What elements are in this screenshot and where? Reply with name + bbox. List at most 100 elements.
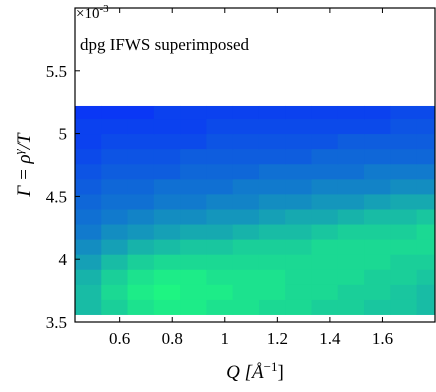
heatmap-cell: [258, 224, 286, 240]
heatmap-cell: [153, 193, 181, 210]
heatmap-cell: [258, 299, 286, 315]
heatmap-cell: [390, 254, 418, 270]
heatmap-cell: [232, 105, 260, 120]
heatmap-cell: [180, 178, 207, 195]
heatmap-cell: [390, 299, 418, 315]
heatmap-cell: [337, 178, 365, 195]
heatmap-cell: [206, 118, 234, 135]
heatmap-cell: [101, 269, 129, 285]
heatmap-cell: [153, 163, 181, 180]
y-exponent: ×10-3: [76, 3, 109, 22]
heatmap-cell: [364, 224, 391, 240]
heatmap-cell: [258, 163, 286, 180]
heatmap-cell: [75, 224, 102, 240]
heatmap-cell: [206, 193, 234, 210]
heatmap-cell: [390, 208, 418, 225]
x-tick-label: 0.6: [109, 329, 130, 348]
heatmap-cell: [101, 208, 129, 225]
heatmap-cell: [258, 118, 286, 135]
heatmap-cell: [180, 193, 207, 210]
x-axis-label: Q [Å−1]: [226, 359, 284, 383]
heatmap-cell: [180, 163, 207, 180]
heatmap-cell: [206, 163, 234, 180]
y-tick-label: 5.5: [46, 62, 67, 81]
heatmap-cell: [232, 133, 260, 150]
heatmap-cell: [75, 284, 102, 300]
heatmap-cell: [180, 239, 207, 255]
heatmap-cell: [311, 193, 339, 210]
heatmap-cell: [285, 299, 312, 315]
heatmap-cell: [127, 178, 155, 195]
heatmap-cell: [180, 269, 207, 285]
y-tick-label: 5: [59, 125, 68, 144]
heatmap-cell: [232, 118, 260, 135]
heatmap-cell: [101, 148, 129, 165]
heatmap-cell: [364, 208, 391, 225]
heatmap-cell: [101, 105, 129, 120]
heatmap-cell: [416, 193, 436, 210]
heatmap-cell: [127, 299, 155, 315]
heatmap-cell: [311, 133, 339, 150]
heatmap-cell: [127, 163, 155, 180]
heatmap-cell: [75, 105, 102, 120]
heatmap-cell: [390, 105, 418, 120]
heatmap-cell: [232, 163, 260, 180]
heatmap-cell: [390, 163, 418, 180]
heatmap-cell: [337, 163, 365, 180]
heatmap-cell: [127, 148, 155, 165]
heatmap-cell: [364, 254, 391, 270]
heatmap-cell: [285, 163, 312, 180]
x-tick-label: 1.4: [319, 329, 341, 348]
heatmap-cell: [390, 239, 418, 255]
heatmap-cell: [416, 284, 436, 300]
heatmap-cell: [390, 269, 418, 285]
heatmap-cell: [337, 239, 365, 255]
y-label-base: Γ = ρ: [14, 154, 35, 197]
heatmap-cell: [337, 208, 365, 225]
heatmap-cell: [337, 148, 365, 165]
heatmap-cell: [285, 284, 312, 300]
heatmap-cell: [311, 208, 339, 225]
heatmap-cell: [153, 208, 181, 225]
heatmap-cell: [153, 239, 181, 255]
heatmap-cell: [390, 224, 418, 240]
heatmap-cell: [232, 254, 260, 270]
heatmap-cell: [416, 133, 436, 150]
heatmap-cell: [101, 299, 129, 315]
heatmap-cell: [180, 208, 207, 225]
heatmap-cell: [258, 148, 286, 165]
heatmap-cell: [258, 269, 286, 285]
heatmap-cell: [258, 239, 286, 255]
heatmap-cell: [258, 208, 286, 225]
heatmap-cell: [101, 193, 129, 210]
heatmap-cell: [285, 133, 312, 150]
heatmap-cell: [390, 178, 418, 195]
heatmap-cell: [206, 133, 234, 150]
y-exponent-base: ×10: [76, 6, 99, 22]
heatmap-cell: [337, 269, 365, 285]
heatmap-cell: [311, 299, 339, 315]
heatmap-cell: [311, 239, 339, 255]
heatmap-cell: [75, 148, 102, 165]
heatmap-cell: [258, 133, 286, 150]
annotation: dpg IFWS superimposed: [80, 35, 250, 54]
heatmap-cell: [416, 105, 436, 120]
heatmap-cell: [258, 284, 286, 300]
heatmap-cell: [364, 299, 391, 315]
y-label-tail: /T: [14, 132, 35, 150]
heatmap-cell: [206, 269, 234, 285]
heatmap-cell: [416, 269, 436, 285]
heatmap-cell: [75, 178, 102, 195]
heatmap-cell: [285, 208, 312, 225]
heatmap-cell: [416, 208, 436, 225]
heatmap-cell: [311, 105, 339, 120]
heatmap-cell: [258, 254, 286, 270]
heatmap-cell: [101, 178, 129, 195]
heatmap-cell: [206, 208, 234, 225]
heatmap-cell: [311, 118, 339, 135]
heatmap-cell: [416, 148, 436, 165]
x-label-sup: −1: [264, 359, 278, 374]
heatmap-cell: [337, 105, 365, 120]
heatmap-cell: [101, 133, 129, 150]
